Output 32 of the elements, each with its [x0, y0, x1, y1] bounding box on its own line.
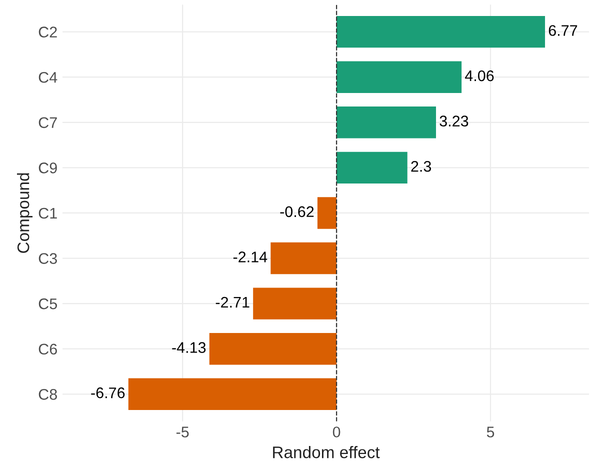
- y-tick-label: C3: [38, 253, 57, 264]
- data-label: 3.23: [440, 116, 468, 126]
- bar: [270, 242, 337, 274]
- y-tick-label: C4: [38, 72, 58, 83]
- bar: [336, 106, 436, 138]
- data-label: -0.62: [280, 206, 314, 218]
- bar: [317, 197, 337, 229]
- y-tick-label: C9: [38, 162, 57, 174]
- x-axis-title: Random effect: [273, 446, 380, 458]
- y-tick-label: C2: [38, 26, 57, 38]
- bar: [336, 152, 408, 184]
- bar: [253, 288, 337, 320]
- bar: [336, 16, 546, 48]
- data-label: -6.76: [91, 387, 125, 398]
- y-tick-label: C6: [38, 344, 57, 355]
- x-tick-label: 0: [332, 426, 340, 438]
- x-tick-label: -5: [176, 426, 189, 438]
- x-tick-label: 5: [486, 426, 494, 438]
- bar: [209, 333, 337, 365]
- y-tick-label: C1: [38, 208, 57, 219]
- y-tick-label: C5: [38, 298, 57, 310]
- y-tick-label: C7: [38, 117, 57, 128]
- data-label: 4.06: [464, 70, 494, 82]
- y-tick-label: C8: [38, 389, 57, 400]
- data-label: 2.3: [411, 160, 432, 172]
- y-axis-title: Compound: [16, 173, 33, 253]
- data-label: -2.71: [216, 296, 250, 308]
- bar: [128, 378, 337, 410]
- data-label: -2.14: [233, 252, 268, 262]
- data-label: 6.77: [548, 25, 578, 36]
- bar: [336, 61, 462, 93]
- data-label: -4.13: [172, 342, 206, 353]
